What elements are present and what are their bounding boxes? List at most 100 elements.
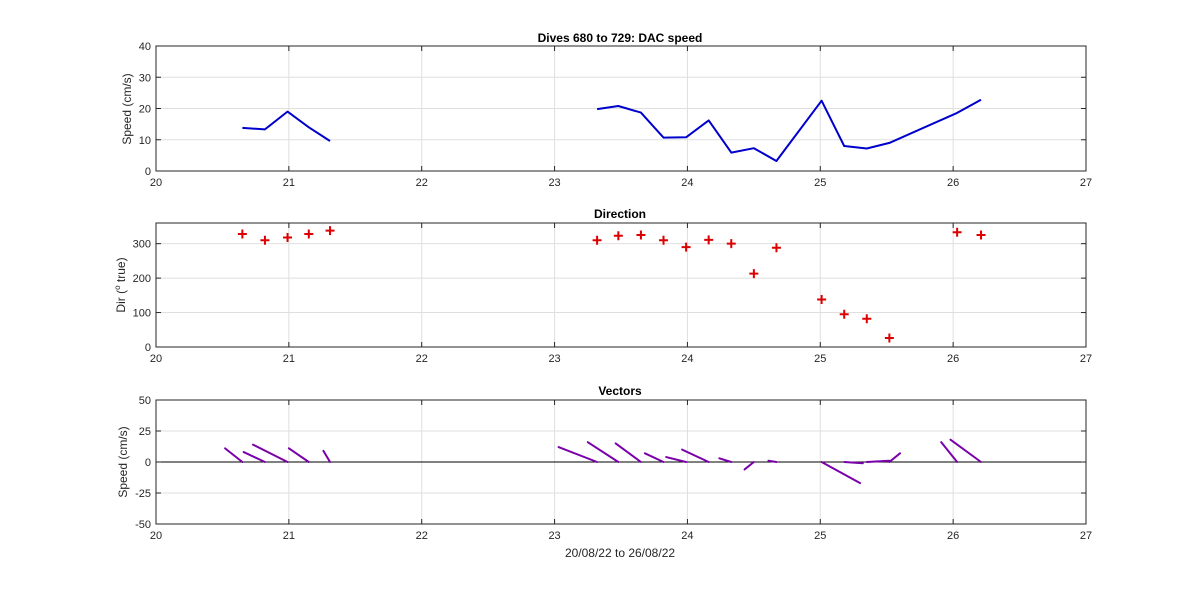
vector-stick [843,461,864,465]
direction-point [704,235,714,245]
direction-ylabel-degree: o [113,285,122,290]
speed-ticks: 20 21 22 23 24 25 26 27 0 10 20 30 40 [139,41,1092,189]
direction-point [325,226,335,236]
speed-title: Dives 680 to 729: DAC speed [538,31,703,45]
vectors-ylabel: Speed (cm/s) [116,426,130,497]
direction-ytick-label: 300 [133,239,151,251]
vector-stick [743,461,755,471]
direction-ylabel-prefix: Dir ( [114,290,128,313]
speed-ytick-label: 20 [139,104,151,116]
vectors-xtick-label: 22 [416,530,428,542]
vectors-xtick-label: 20 [150,530,162,542]
speed-marks [242,98,982,162]
direction-plot-area [155,223,1087,348]
direction-point [592,235,602,245]
vectors-ytick-label: -50 [135,519,151,531]
vectors-xtick-label: 21 [283,530,295,542]
vector-stick [287,447,310,463]
direction-xtick-label: 21 [283,353,295,365]
vectors-xtick-label: 23 [548,530,560,542]
direction-point [839,309,849,319]
vectors-xtick-label: 26 [947,530,959,542]
speed-xtick-label: 26 [947,177,959,189]
vector-stick [865,459,891,463]
direction-xtick-label: 26 [947,353,959,365]
direction-point [681,242,691,252]
direction-point [260,235,270,245]
vectors-ticks: 20 21 22 23 24 25 26 27 -50 -25 0 25 50 [135,395,1092,542]
direction-point [659,235,669,245]
vectors-xtick-label: 25 [814,530,826,542]
direction-axes-frame [155,222,1087,348]
direction-xtick-label: 24 [681,353,693,365]
direction-point [304,229,314,239]
speed-xtick-label: 25 [814,177,826,189]
vector-stick [224,447,244,463]
direction-xtick-label: 22 [416,353,428,365]
direction-ticks: 20 21 22 23 24 25 26 27 0 100 200 300 [133,223,1092,365]
direction-point [976,230,986,240]
direction-point [862,314,872,324]
direction-axes: Direction Dir (o true) 20 21 22 23 24 25 26 27 0… [113,207,1092,365]
direction-xtick-label: 23 [548,353,560,365]
direction-xtick-label: 25 [814,353,826,365]
direction-point [636,230,646,240]
speed-xtick-label: 27 [1080,177,1092,189]
vector-stick [614,442,642,463]
speed-xtick-label: 23 [548,177,560,189]
direction-ylabel-suffix: true) [114,257,128,285]
speed-ytick-label: 40 [139,41,151,53]
speed-xtick-label: 21 [283,177,295,189]
vector-stick [940,441,959,463]
direction-point [771,243,781,253]
vectors-ytick-label: 25 [139,426,151,438]
speed-xtick-label: 20 [150,177,162,189]
direction-xtick-label: 27 [1080,353,1092,365]
vectors-ytick-label: 50 [139,395,151,407]
vector-stick [949,438,983,463]
vectors-xlabel: 20/08/22 to 26/08/22 [565,546,675,560]
speed-ytick-label: 10 [139,135,151,147]
speed-ytick-label: 0 [145,166,151,178]
direction-point [817,294,827,304]
vectors-ytick-label: -25 [135,488,151,500]
vector-stick [820,461,862,485]
direction-point [952,227,962,237]
vector-stick [718,457,733,463]
speed-series-line-2 [596,98,982,162]
vector-stick [888,452,901,463]
direction-point [884,333,894,343]
vector-stick [586,441,620,463]
direction-title: Direction [594,207,646,221]
vectors-marks [156,438,1086,485]
speed-ylabel: Speed (cm/s) [120,73,134,144]
direction-ytick-label: 0 [145,342,151,354]
direction-point [237,229,247,239]
vector-stick [665,456,688,463]
vector-stick [557,446,599,463]
speed-axes: Dives 680 to 729: DAC speed Speed (cm/s)… [120,31,1092,189]
direction-ytick-label: 200 [133,273,151,285]
direction-ylabel: Dir (o true) [113,257,128,312]
vector-stick [643,452,665,463]
speed-ytick-label: 30 [139,72,151,84]
speed-xtick-label: 24 [681,177,693,189]
vector-stick [767,459,778,463]
vector-stick [251,443,289,463]
direction-point [613,231,623,241]
vectors-xtick-label: 24 [681,530,693,542]
vector-stick [242,451,266,463]
vector-stick [322,449,332,463]
direction-point [726,239,736,249]
direction-marks [237,226,986,343]
vectors-xtick-label: 27 [1080,530,1092,542]
direction-ytick-label: 100 [133,308,151,320]
speed-plot-area [155,45,1087,172]
speed-xtick-label: 22 [416,177,428,189]
direction-xtick-label: 20 [150,353,162,365]
speed-series-line-1 [242,110,331,142]
vector-stick [681,448,710,463]
direction-point [283,232,293,242]
vectors-title: Vectors [598,384,642,398]
